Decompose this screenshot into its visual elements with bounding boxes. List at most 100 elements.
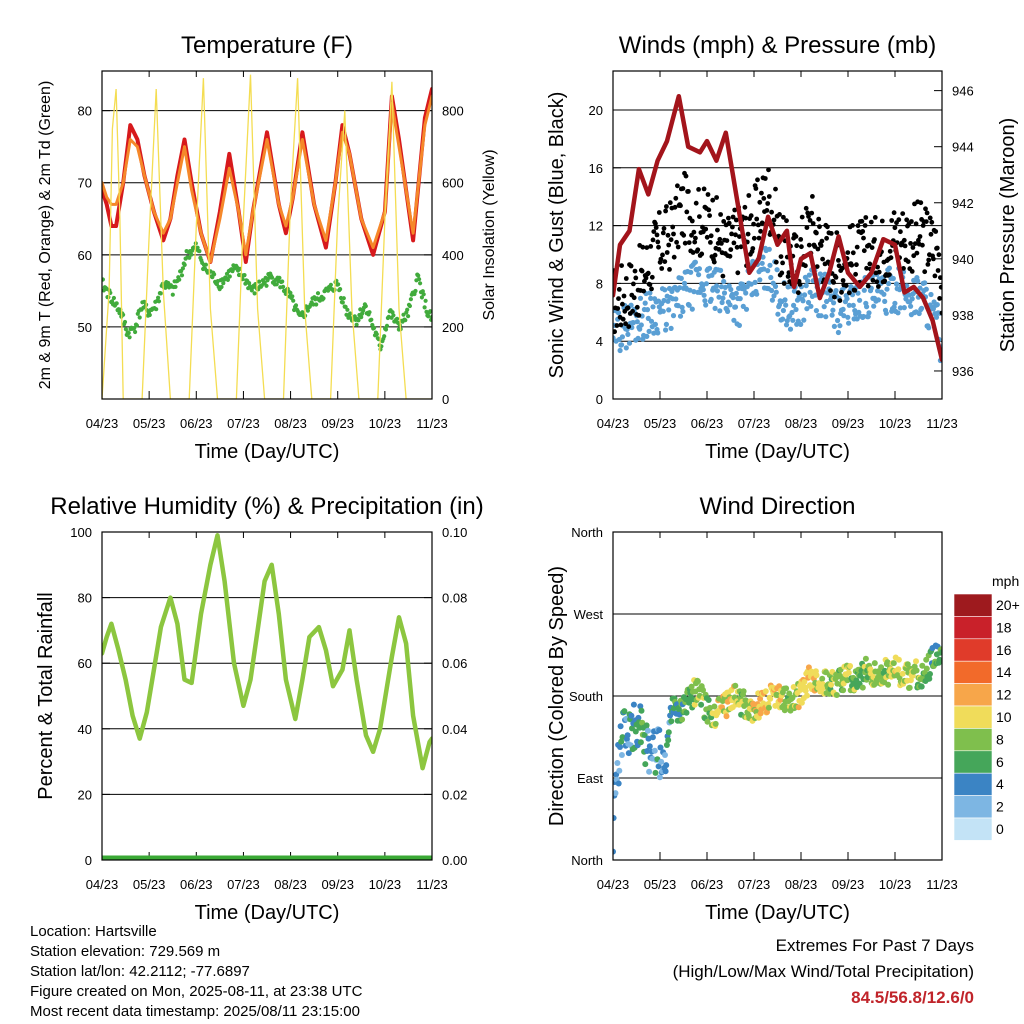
gust-point [795,290,801,296]
gust-point [707,213,712,219]
gust-point [625,305,631,311]
gust-point [769,209,774,215]
gust-point [898,229,903,235]
wind-point [703,302,709,308]
gust-point [888,255,894,261]
wind-point [718,284,725,290]
gust-point [855,223,861,229]
gust-point [927,215,933,221]
dewpoint-point [326,288,331,293]
wind-point [634,319,640,325]
wind-point [732,304,739,310]
station-elevation: Station elevation: 729.569 m [30,943,221,960]
direction-point [675,706,682,713]
dewpoint-point [156,295,161,300]
wind-point [893,281,900,287]
dewpoint-point [179,273,185,278]
winds-ytick-right-label: 936 [952,364,974,379]
gust-point [803,263,808,269]
direction-plot-area [613,642,942,855]
speed-legend-swatch [953,750,993,774]
wind-point [813,308,820,314]
dewpoint-point [197,249,202,254]
dewpoint-point [114,301,119,306]
gust-point [653,225,659,231]
gust-point [833,275,839,280]
gust-point [925,262,931,267]
wind-point [644,307,651,313]
dewpoint-point [405,307,410,312]
gust-point [633,275,639,281]
wind-point [700,287,706,293]
gust-point [876,269,882,275]
gust-point [655,239,661,245]
gust-point [719,241,724,246]
gust-point [630,308,635,314]
gust-point [645,270,651,276]
gust-point [810,194,815,199]
direction-point [819,675,826,682]
gust-point [616,287,622,292]
dewpoint-point [315,291,321,296]
gust-point [766,167,771,173]
dewpoint-point [363,304,368,309]
gust-point [693,200,699,206]
direction-point [668,718,675,725]
gust-point [662,259,668,264]
gust-point [918,200,924,206]
direction-point [613,848,616,855]
humidity-xtick-label: 10/23 [369,877,402,892]
dewpoint-point [270,275,275,280]
wind-point [619,334,626,340]
direction-point [847,663,854,669]
direction-point [704,718,711,725]
gust-point [653,221,658,227]
direction-point [795,704,802,711]
humidity-line [102,533,432,771]
gust-point [616,296,621,301]
dewpoint-point [242,273,247,278]
direction-xtick-label: 10/23 [879,877,912,892]
gust-point [931,256,936,262]
wind-point [775,311,781,317]
gust-point [797,282,803,287]
gust-point [618,322,624,328]
gust-point [667,267,672,272]
dewpoint-point [280,279,285,284]
gust-point [817,224,822,230]
wind-point [846,320,852,326]
gust-point [615,306,621,311]
dewpoint-point [384,323,390,328]
humidity-frame [101,531,433,861]
dewpoint-point [374,332,379,337]
gust-point [864,265,869,271]
gust-point [852,288,858,293]
wind-point [721,278,727,285]
direction-point [616,767,623,774]
wind-point [780,307,787,314]
humidity-xlabel: Time (Day/UTC) [195,902,340,924]
dewpoint-point [257,279,262,284]
direction-point [939,649,942,656]
wind-point [720,295,726,301]
station-location: Location: Hartsville [30,923,157,940]
humidity-ylabel-left: Percent & Total Rainfall [35,592,57,800]
direction-point [625,750,632,757]
dewpoint-point [134,323,139,328]
wind-point [716,294,722,300]
gust-point [923,206,928,212]
gust-point [668,237,674,243]
humidity-title: Relative Humidity (%) & Precipitation (i… [50,493,483,520]
dewpoint-point [212,272,217,277]
wind-point [766,246,772,252]
speed-legend-swatch [953,772,993,796]
wind-point [617,347,623,354]
wind-point [923,286,929,292]
wind-point [630,320,637,326]
winds-xtick-label: 05/23 [644,416,677,431]
wind-point [805,299,812,306]
gust-point [839,265,845,271]
direction-point [884,659,891,666]
gust-point [735,270,741,276]
direction-point [765,704,772,711]
